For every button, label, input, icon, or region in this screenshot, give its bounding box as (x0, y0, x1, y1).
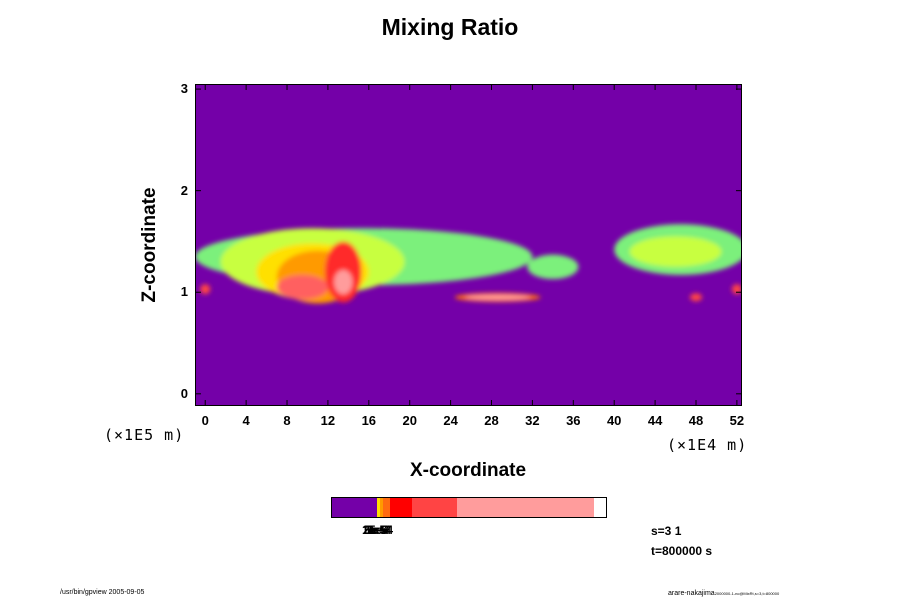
footer-right-small: 2000000-1-nc@MixRt,s=3,t=800000 (714, 591, 780, 596)
colorbar-segment (377, 497, 380, 518)
region-mid (629, 236, 722, 267)
chart-title: Mixing Ratio (381, 14, 519, 40)
x-tick-label: 44 (647, 413, 663, 428)
y-unit-label: (×1E5 m) (104, 426, 185, 444)
x-tick-label: 32 (525, 413, 540, 428)
region-band (464, 294, 531, 300)
x-tick-label: 0 (201, 413, 209, 428)
colorbar-segment (412, 497, 457, 518)
t-label: t=800000 s (651, 544, 713, 558)
region-edge (200, 284, 211, 295)
colorbar (331, 497, 607, 518)
footer-left: /usr/bin/gpview 2005-09-05 (60, 589, 145, 596)
plot-frame (195, 84, 742, 406)
x-unit-label: (×1E4 m) (667, 436, 748, 454)
colorbar-label: 2e-4 (367, 523, 392, 537)
x-tick-label: 12 (320, 413, 336, 428)
footer-right-main: arare-nakajima (668, 590, 715, 597)
region-edge (689, 293, 703, 302)
colorbar-label: 1e-5 (362, 523, 387, 537)
region-edge (731, 284, 742, 295)
x-tick-label: 36 (566, 413, 581, 428)
colorbar-label: 2e-5 (363, 523, 388, 537)
x-tick-label: 40 (606, 413, 622, 428)
x-tick-label: 20 (402, 413, 417, 428)
footer-right: arare-nakajima2000000-1-nc@MixRt,s=3,t=8… (668, 590, 779, 597)
colorbar-segment (383, 497, 390, 518)
y-tick-label: 1 (180, 284, 188, 300)
colorbar-label: 1e-4 (365, 523, 390, 537)
x-tick-label: 52 (729, 413, 745, 428)
x-tick-label: 8 (283, 413, 291, 428)
x-tick-label: 4 (242, 413, 250, 428)
colorbar-segment (380, 497, 383, 518)
colorbar-label: 5e-4 (369, 523, 394, 537)
plot-area (195, 84, 742, 406)
y-tick-label: 0 (180, 385, 188, 401)
colorbar-segment (390, 497, 412, 518)
colorbar-label: 5e-5 (364, 523, 389, 537)
x-axis-label: X-coordinate (409, 460, 527, 481)
x-tick-label: 16 (361, 413, 377, 428)
y-axis-label: Z-coordinate (139, 187, 160, 303)
colorbar-segment (331, 497, 377, 518)
x-tick-label: 28 (484, 413, 499, 428)
region-light (527, 254, 579, 280)
colorbar-segment (457, 497, 594, 518)
y-tick-label: 2 (180, 182, 188, 198)
x-tick-label: 48 (688, 413, 704, 428)
info-block: s=3 1 t=800000 s (651, 521, 712, 561)
region-peak (276, 274, 328, 300)
concentration-field (195, 224, 742, 304)
region-peak (334, 269, 353, 295)
y-tick-label: 3 (180, 81, 188, 97)
x-tick-label: 24 (443, 413, 458, 428)
s-label: s=3 1 (651, 524, 682, 538)
